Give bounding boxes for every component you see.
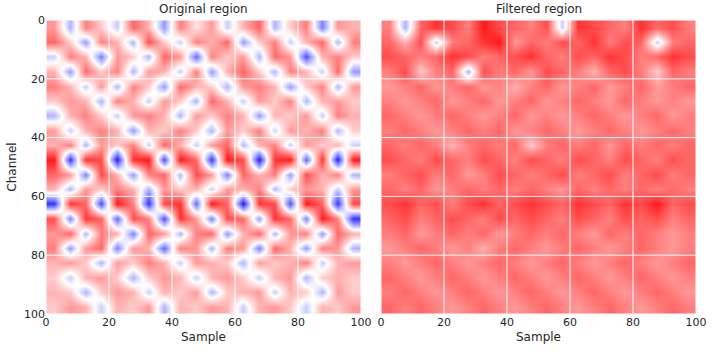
svg-text:60: 60 [563, 316, 577, 329]
svg-text:40: 40 [31, 131, 45, 144]
svg-text:100: 100 [686, 316, 707, 329]
svg-text:0: 0 [378, 316, 385, 329]
svg-text:80: 80 [626, 316, 640, 329]
svg-text:20: 20 [102, 316, 116, 329]
svg-text:80: 80 [291, 316, 305, 329]
svg-text:0: 0 [38, 14, 45, 27]
svg-text:40: 40 [165, 316, 179, 329]
svg-text:20: 20 [31, 73, 45, 86]
svg-text:100: 100 [351, 316, 372, 329]
svg-text:Sample: Sample [516, 330, 561, 344]
svg-text:Original region: Original region [159, 2, 248, 16]
svg-text:Channel: Channel [5, 142, 19, 191]
svg-text:80: 80 [31, 249, 45, 262]
svg-text:Filtered region: Filtered region [496, 2, 582, 16]
svg-text:40: 40 [500, 316, 514, 329]
svg-text:100: 100 [24, 308, 45, 321]
svg-text:Sample: Sample [181, 330, 226, 344]
svg-text:60: 60 [228, 316, 242, 329]
svg-text:60: 60 [31, 190, 45, 203]
svg-text:20: 20 [437, 316, 451, 329]
svg-text:0: 0 [43, 316, 50, 329]
